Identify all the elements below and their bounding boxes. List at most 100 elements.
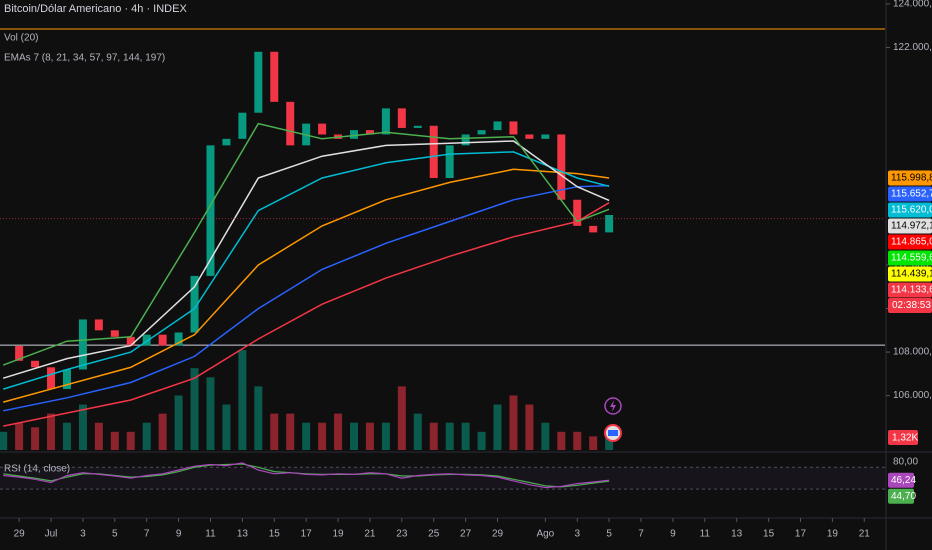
candle-body: [413, 125, 422, 128]
volume-label-box: [888, 430, 918, 445]
x-tick-label: 21: [364, 529, 376, 540]
x-tick-label: Ago: [536, 529, 554, 540]
volume-bar: [589, 436, 598, 450]
volume-bar: [31, 427, 40, 450]
candle-body: [557, 134, 566, 200]
chart-title: Bitcoin/Dólar Americano · 4h · INDEX: [4, 3, 187, 15]
y-tick-label: 108.000,00: [893, 347, 932, 358]
x-tick-label: 5: [606, 529, 612, 540]
rsi-label-box: [888, 472, 914, 488]
candle-body: [126, 336, 135, 346]
candle-body: [110, 330, 119, 337]
x-tick-label: 19: [332, 529, 344, 540]
price-label-box: [888, 282, 932, 298]
candle-body: [31, 360, 40, 368]
candle-body: [365, 130, 374, 135]
y-tick-label: 106.000,00: [893, 390, 932, 401]
price-label-box: [888, 250, 932, 266]
candle-body: [397, 108, 406, 128]
candle-body: [493, 121, 502, 131]
rsi-band: [0, 467, 885, 490]
volume-label: 1,32K: [892, 433, 918, 444]
candle-body: [270, 51, 279, 102]
flag-icon: [608, 430, 618, 436]
x-tick-label: 27: [460, 529, 472, 540]
candle-body: [541, 134, 550, 139]
candle-body: [573, 199, 582, 226]
volume-bar: [222, 404, 231, 450]
candle-body: [589, 225, 598, 233]
x-tick-label: Jul: [45, 529, 58, 540]
volume-bar: [110, 431, 119, 450]
volume-bar: [525, 404, 534, 450]
rsi-label: 44,70: [891, 491, 916, 502]
candle-body: [190, 275, 199, 333]
rsi-label-box: [888, 488, 914, 504]
price-label-box: [888, 202, 932, 218]
volume-bar: [0, 431, 8, 450]
volume-bar: [509, 395, 518, 450]
candle-body: [509, 121, 518, 135]
candle-body: [318, 123, 327, 135]
volume-bar: [190, 368, 199, 450]
volume-bar: [15, 422, 24, 450]
volume-bar: [350, 422, 358, 450]
x-tick-label: 19: [827, 529, 839, 540]
volume-bar: [413, 413, 422, 450]
candle-body: [174, 332, 183, 346]
price-label-box: [888, 218, 932, 234]
volume-bar: [573, 431, 582, 450]
y-tick-label: 80,00: [893, 456, 918, 467]
volume-bar: [365, 422, 374, 450]
ema-line: [2, 151, 610, 390]
candle-body: [158, 334, 167, 346]
x-tick-label: 9: [670, 529, 676, 540]
price-label: 114.439,13: [891, 269, 932, 280]
rsi-label: 46,24: [891, 475, 916, 486]
x-tick-label: 15: [763, 529, 775, 540]
volume-bar: [47, 413, 56, 450]
x-tick-label: 11: [205, 529, 216, 540]
candle-body: [222, 138, 231, 146]
x-tick-label: 23: [396, 529, 408, 540]
price-label: 114.972,19: [891, 221, 932, 232]
y-tick-label: 124.000,00: [893, 0, 932, 10]
price-label: 115.652,77: [891, 189, 932, 200]
x-tick-label: 3: [574, 529, 580, 540]
candle-body: [238, 112, 247, 139]
candle-body: [78, 319, 87, 370]
candle-body: [445, 145, 454, 178]
volume-bar: [493, 404, 502, 450]
rsi-line: [3, 462, 610, 489]
ema-line: [3, 168, 610, 403]
candle-body: [62, 369, 71, 390]
volume-bar: [126, 431, 135, 450]
volume-bar: [557, 431, 566, 450]
x-tick-label: 9: [176, 529, 182, 540]
volume-bar: [381, 422, 390, 450]
candle-body: [525, 134, 534, 139]
x-tick-label: 29: [492, 529, 504, 540]
volume-bar: [445, 422, 454, 450]
lightning-icon: [610, 400, 616, 412]
candle-body: [142, 334, 151, 346]
volume-bar: [286, 413, 295, 450]
x-tick-label: 21: [859, 529, 871, 540]
countdown: 02:38:53: [892, 300, 931, 311]
volume-bar: [318, 422, 327, 450]
volume-bar: [334, 413, 343, 450]
volume-bar: [477, 431, 486, 450]
candle-body: [429, 125, 438, 178]
volume-bar: [429, 422, 438, 450]
x-tick-label: 13: [237, 529, 249, 540]
candle-body: [254, 51, 263, 113]
x-tick-label: 25: [428, 529, 440, 540]
volume-bar: [142, 422, 151, 450]
x-tick-label: 7: [638, 529, 644, 540]
candle-body: [47, 367, 56, 390]
price-label: 115.998,82: [891, 173, 932, 184]
x-tick-label: 17: [795, 529, 807, 540]
candle-body: [605, 214, 614, 233]
volume-bar: [158, 413, 167, 450]
